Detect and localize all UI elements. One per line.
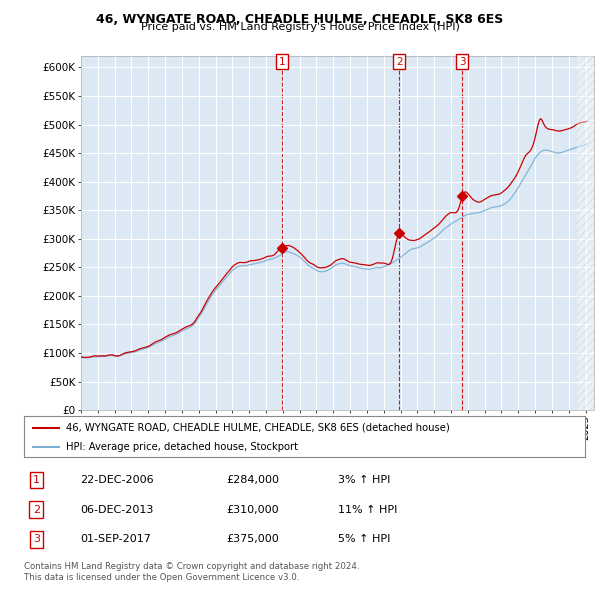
Text: 1: 1 xyxy=(33,475,40,485)
Text: £284,000: £284,000 xyxy=(226,475,279,485)
Text: 01-SEP-2017: 01-SEP-2017 xyxy=(80,535,151,545)
Text: 3: 3 xyxy=(459,57,466,67)
Text: 22-DEC-2006: 22-DEC-2006 xyxy=(80,475,154,485)
Text: 3% ↑ HPI: 3% ↑ HPI xyxy=(338,475,391,485)
Text: 1: 1 xyxy=(279,57,286,67)
Text: 2: 2 xyxy=(33,505,40,514)
Text: Contains HM Land Registry data © Crown copyright and database right 2024.
This d: Contains HM Land Registry data © Crown c… xyxy=(24,562,359,582)
Text: Price paid vs. HM Land Registry's House Price Index (HPI): Price paid vs. HM Land Registry's House … xyxy=(140,22,460,32)
Text: 3: 3 xyxy=(33,535,40,545)
Text: HPI: Average price, detached house, Stockport: HPI: Average price, detached house, Stoc… xyxy=(66,442,298,452)
Text: 5% ↑ HPI: 5% ↑ HPI xyxy=(338,535,391,545)
Text: 46, WYNGATE ROAD, CHEADLE HULME, CHEADLE, SK8 6ES: 46, WYNGATE ROAD, CHEADLE HULME, CHEADLE… xyxy=(97,13,503,26)
Text: £310,000: £310,000 xyxy=(226,505,278,514)
Text: 46, WYNGATE ROAD, CHEADLE HULME, CHEADLE, SK8 6ES (detached house): 46, WYNGATE ROAD, CHEADLE HULME, CHEADLE… xyxy=(66,422,450,432)
Text: 06-DEC-2013: 06-DEC-2013 xyxy=(80,505,154,514)
Text: 11% ↑ HPI: 11% ↑ HPI xyxy=(338,505,398,514)
Text: £375,000: £375,000 xyxy=(226,535,279,545)
Text: 2: 2 xyxy=(396,57,403,67)
